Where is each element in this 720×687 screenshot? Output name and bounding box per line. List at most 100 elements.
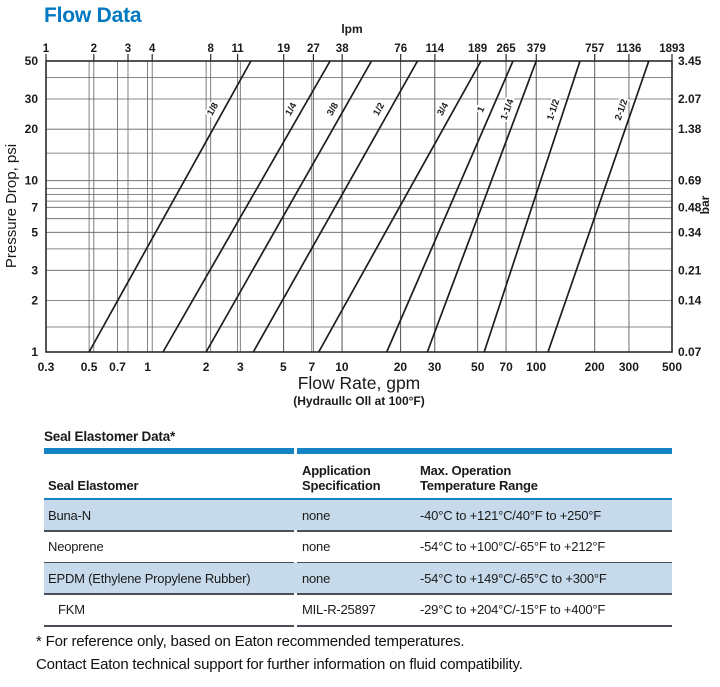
column-header: Application Specification bbox=[302, 463, 381, 493]
flow-line bbox=[385, 60, 514, 353]
svg-text:0.48: 0.48 bbox=[678, 200, 702, 214]
svg-text:3: 3 bbox=[125, 43, 131, 55]
cell-spec: MIL-R-25897 bbox=[302, 602, 376, 617]
footnote-contact: Contact Eaton technical support for furt… bbox=[36, 656, 523, 673]
flow-line bbox=[317, 60, 482, 353]
gridlines-horizontal bbox=[46, 60, 672, 353]
plot-frame bbox=[45, 60, 673, 353]
svg-text:0.3: 0.3 bbox=[38, 360, 55, 374]
cell-spec: none bbox=[302, 539, 331, 554]
seal-elastomer-table: Seal Elastomer Data* Seal Elastomer Appli… bbox=[44, 429, 672, 627]
cell-range: -54°C to +100°C/-65°F to +212°F bbox=[420, 539, 606, 554]
svg-text:0.07: 0.07 bbox=[678, 345, 702, 359]
cell-spec: none bbox=[302, 507, 331, 523]
flow-line bbox=[483, 60, 581, 353]
svg-text:300: 300 bbox=[619, 360, 639, 374]
svg-text:0.5: 0.5 bbox=[81, 360, 98, 374]
svg-text:1: 1 bbox=[144, 360, 151, 374]
table-header-underline bbox=[44, 498, 672, 500]
svg-text:30: 30 bbox=[428, 360, 442, 374]
svg-text:200: 200 bbox=[585, 360, 605, 374]
table-row: Buna-N none -40°C to +121°C/40°F to +250°F bbox=[44, 500, 672, 530]
flow-line bbox=[162, 60, 331, 353]
table-row: FKM MIL-R-25897 -29°C to +204°C/-15°F to +… bbox=[44, 595, 672, 625]
flow-line-label: 3/4 bbox=[435, 100, 451, 118]
svg-text:7: 7 bbox=[308, 360, 315, 374]
svg-text:3: 3 bbox=[31, 263, 38, 277]
svg-text:1136: 1136 bbox=[616, 43, 641, 55]
svg-text:1.38: 1.38 bbox=[678, 122, 702, 136]
footnotes: * For reference only, based on Eaton rec… bbox=[36, 630, 696, 676]
svg-text:0.34: 0.34 bbox=[678, 225, 702, 239]
flow-line-label: 3/8 bbox=[325, 101, 341, 118]
svg-text:114: 114 bbox=[426, 43, 445, 55]
flow-line-label: 2-1/2 bbox=[613, 98, 630, 122]
svg-text:5: 5 bbox=[31, 225, 38, 239]
flow-lines: 1/8 1/4 3/8 1/2 3/4 1 1-1/4 1-1/2 2-1/2 bbox=[88, 60, 650, 353]
table-header-row: Seal Elastomer Application Specification Ma… bbox=[44, 454, 672, 498]
flow-line bbox=[547, 60, 650, 353]
svg-text:3.45: 3.45 bbox=[678, 54, 702, 68]
flow-line-label: 1/4 bbox=[283, 100, 299, 118]
left-axis-psi: 1 2 3 5 7 10 20 30 50 bbox=[25, 54, 39, 359]
svg-text:38: 38 bbox=[336, 43, 349, 55]
flow-line bbox=[252, 60, 419, 353]
svg-text:189: 189 bbox=[468, 43, 487, 55]
column-header: Seal Elastomer bbox=[48, 478, 139, 493]
x-axis-subtitle: (Hydraullc Oll at 100°F) bbox=[293, 394, 425, 408]
page-title: Flow Data bbox=[44, 4, 142, 27]
svg-text:0.14: 0.14 bbox=[678, 293, 702, 307]
svg-text:757: 757 bbox=[585, 43, 604, 55]
cell-elastomer: EPDM (Ethylene Propylene Rubber) bbox=[48, 570, 251, 586]
svg-text:11: 11 bbox=[232, 43, 245, 55]
cell-spec: none bbox=[302, 570, 331, 586]
flow-data-chart: 1 2 3 4 8 11 19 27 38 76 114 189 265 379 757 1136 1893 1/… bbox=[3, 22, 712, 408]
cell-range: -40°C to +121°C/40°F to +250°F bbox=[420, 507, 602, 523]
flow-line bbox=[426, 60, 537, 353]
gridlines-vertical-gpm bbox=[45, 61, 673, 352]
svg-text:70: 70 bbox=[499, 360, 513, 374]
svg-text:5: 5 bbox=[280, 360, 287, 374]
cell-range: -29°C to +204°C/-15°F to +400°F bbox=[420, 602, 606, 617]
svg-text:50: 50 bbox=[471, 360, 485, 374]
table-body: Buna-N none -40°C to +121°C/40°F to +250°F… bbox=[44, 500, 672, 627]
table-row: Neoprene none -54°C to +100°C/-65°F to +21… bbox=[44, 532, 672, 562]
svg-text:2: 2 bbox=[31, 293, 38, 307]
bottom-axis-gpm: 0.3 0.5 0.7 1 2 3 5 7 10 20 30 50 70 100 200 300 500 bbox=[38, 360, 683, 374]
x-axis-title: Flow Rate, gpm bbox=[298, 373, 421, 393]
cell-elastomer: Buna-N bbox=[48, 507, 91, 523]
row-separator bbox=[44, 530, 672, 532]
right-axis-bar: 0.07 0.14 0.21 0.34 0.48 0.69 1.38 2.07 3.45 bbox=[678, 54, 702, 359]
svg-text:10: 10 bbox=[335, 360, 349, 374]
svg-text:0.7: 0.7 bbox=[109, 360, 126, 374]
cell-range: -54°C to +149°C/-65°C to +300°F bbox=[420, 570, 607, 586]
flow-line-label: 1 bbox=[475, 104, 487, 114]
table-accent-bar bbox=[44, 448, 672, 454]
flow-line-label: 1/2 bbox=[371, 101, 387, 118]
svg-text:500: 500 bbox=[662, 360, 682, 374]
table-row: EPDM (Ethylene Propylene Rubber) none -54°… bbox=[44, 563, 672, 593]
flow-line bbox=[205, 60, 373, 353]
flow-line-label: 1/8 bbox=[205, 101, 221, 118]
svg-text:19: 19 bbox=[277, 43, 290, 55]
svg-text:2.07: 2.07 bbox=[678, 92, 702, 106]
svg-text:2: 2 bbox=[203, 360, 210, 374]
flow-line bbox=[88, 60, 252, 353]
svg-text:0.69: 0.69 bbox=[678, 174, 702, 188]
table-title: Seal Elastomer Data* bbox=[44, 429, 176, 444]
svg-text:2: 2 bbox=[91, 43, 97, 55]
svg-text:50: 50 bbox=[25, 54, 39, 68]
cell-elastomer: Neoprene bbox=[48, 539, 104, 554]
flow-line-label: 1-1/2 bbox=[545, 98, 562, 122]
row-separator bbox=[44, 593, 672, 595]
flow-chart-svg: 1 2 3 4 8 11 19 27 38 76 114 189 265 379 757 1136 18931/… bbox=[3, 22, 712, 408]
svg-text:10: 10 bbox=[25, 174, 39, 188]
cell-elastomer: FKM bbox=[58, 602, 85, 617]
svg-text:1893: 1893 bbox=[659, 43, 685, 55]
top-axis-title: lpm bbox=[341, 22, 362, 36]
svg-text:265: 265 bbox=[497, 43, 517, 55]
footnote-reference: * For reference only, based on Eaton rec… bbox=[36, 633, 465, 650]
svg-text:30: 30 bbox=[25, 92, 39, 106]
svg-text:7: 7 bbox=[31, 200, 38, 214]
